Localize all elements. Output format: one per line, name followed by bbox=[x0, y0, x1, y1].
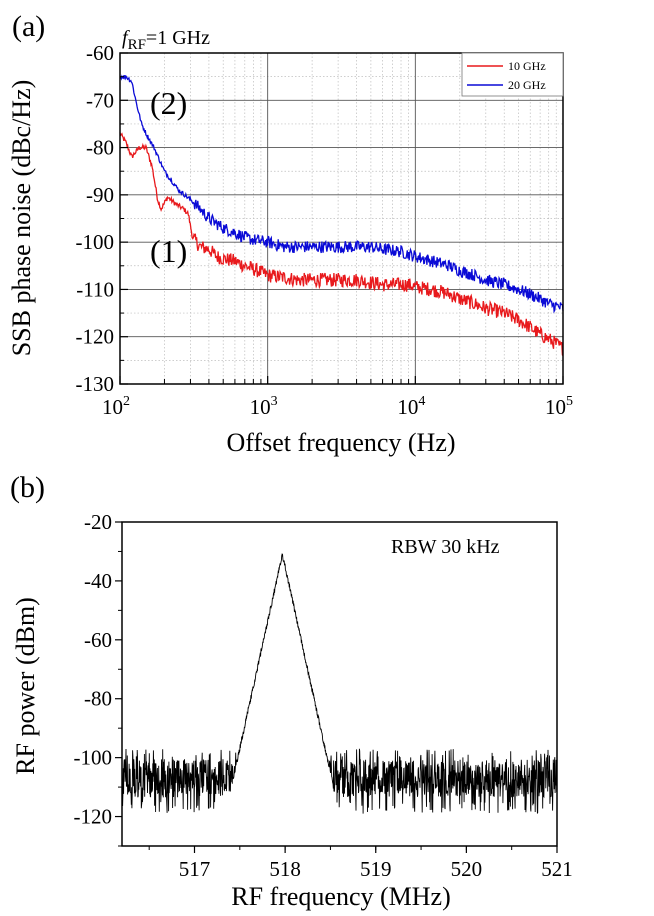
a-ann-main: f bbox=[122, 27, 130, 49]
b-x-axis-title: RF frequency (MHz) bbox=[231, 882, 451, 911]
a-ticks: 102 103 104 105-60-70-80-90-100-110-120-130 bbox=[76, 41, 574, 419]
a-y-tick-label: -110 bbox=[76, 277, 114, 301]
rf-spectrum-chart: 517 518 519 520 521-20-40-60-80-100-120 (b) … bbox=[10, 471, 573, 911]
b-y-axis-title: RF power (dBm) bbox=[11, 597, 40, 775]
a-series-group bbox=[119, 74, 564, 357]
a-x-tick-exp: 5 bbox=[566, 394, 573, 409]
b-panel-label: (b) bbox=[10, 471, 45, 504]
b-y-tick-label: -60 bbox=[84, 628, 112, 652]
curve-label-1: (1) bbox=[150, 233, 187, 269]
series-20ghz-line bbox=[119, 74, 564, 314]
legend-box bbox=[461, 52, 564, 97]
a-ann-rest: =1 GHz bbox=[146, 27, 210, 49]
a-y-axis-title: SSB phase noise (dBc/Hz) bbox=[7, 80, 36, 357]
a-x-tick-base: 10 bbox=[545, 395, 566, 419]
a-y-tick-label: -100 bbox=[76, 230, 115, 254]
curve-label-2: (2) bbox=[150, 85, 187, 121]
a-y-tick-label: -60 bbox=[86, 41, 114, 65]
b-rbw-annotation: RBW 30 kHz bbox=[391, 536, 500, 558]
b-y-tick-label: -20 bbox=[84, 510, 112, 534]
legend-label-20ghz: 20 GHz bbox=[508, 78, 546, 92]
b-x-tick-label: 519 bbox=[360, 857, 392, 881]
a-x-tick-label: 105 bbox=[545, 394, 573, 419]
b-y-tick-label: -80 bbox=[84, 687, 112, 711]
a-x-axis-title: Offset frequency (Hz) bbox=[226, 428, 455, 457]
b-series-group bbox=[121, 553, 558, 814]
b-x-tick-label: 518 bbox=[269, 857, 301, 881]
b-ticks: 517 518 519 520 521 -20 -40 -60 -80 -100 -120 bbox=[74, 510, 573, 881]
legend: 10 GHz 20 GHz bbox=[461, 52, 564, 97]
a-x-tick-base: 10 bbox=[102, 395, 123, 419]
a-y-tick-label: -120 bbox=[76, 325, 115, 349]
series-10ghz-line bbox=[119, 132, 564, 357]
a-x-tick-base: 10 bbox=[250, 395, 271, 419]
b-y-tick-label: -120 bbox=[74, 805, 113, 829]
a-x-tick-exp: 3 bbox=[271, 394, 278, 409]
b-x-tick-label: 520 bbox=[451, 857, 483, 881]
a-x-tick-label: 102 bbox=[102, 394, 130, 419]
a-x-tick-exp: 4 bbox=[418, 394, 425, 409]
a-x-tick-base: 10 bbox=[397, 395, 418, 419]
a-y-tick-label: -90 bbox=[86, 183, 114, 207]
b-y-tick-label: -40 bbox=[84, 569, 112, 593]
a-panel-label: (a) bbox=[12, 10, 45, 43]
rf-spectrum-trace bbox=[121, 553, 558, 814]
a-ann-sub: RF bbox=[128, 37, 146, 53]
a-frequency-annotation: fRF=1 GHz bbox=[122, 27, 210, 53]
a-y-tick-label: -70 bbox=[86, 88, 114, 112]
phase-noise-chart: 102 103 104 105-60-70-80-90-100-110-120-130… bbox=[7, 10, 573, 457]
a-y-tick-label: -130 bbox=[76, 372, 115, 396]
a-x-tick-label: 104 bbox=[397, 394, 425, 419]
a-x-tick-label: 103 bbox=[250, 394, 278, 419]
b-y-tick-label: -100 bbox=[74, 746, 113, 770]
b-x-tick-label: 517 bbox=[179, 857, 211, 881]
a-x-tick-exp: 2 bbox=[123, 394, 130, 409]
a-y-tick-label: -80 bbox=[86, 136, 114, 160]
b-plot-frame bbox=[121, 521, 558, 847]
legend-label-10ghz: 10 GHz bbox=[508, 59, 546, 73]
a-grid bbox=[120, 53, 563, 384]
b-x-tick-label: 521 bbox=[541, 857, 573, 881]
